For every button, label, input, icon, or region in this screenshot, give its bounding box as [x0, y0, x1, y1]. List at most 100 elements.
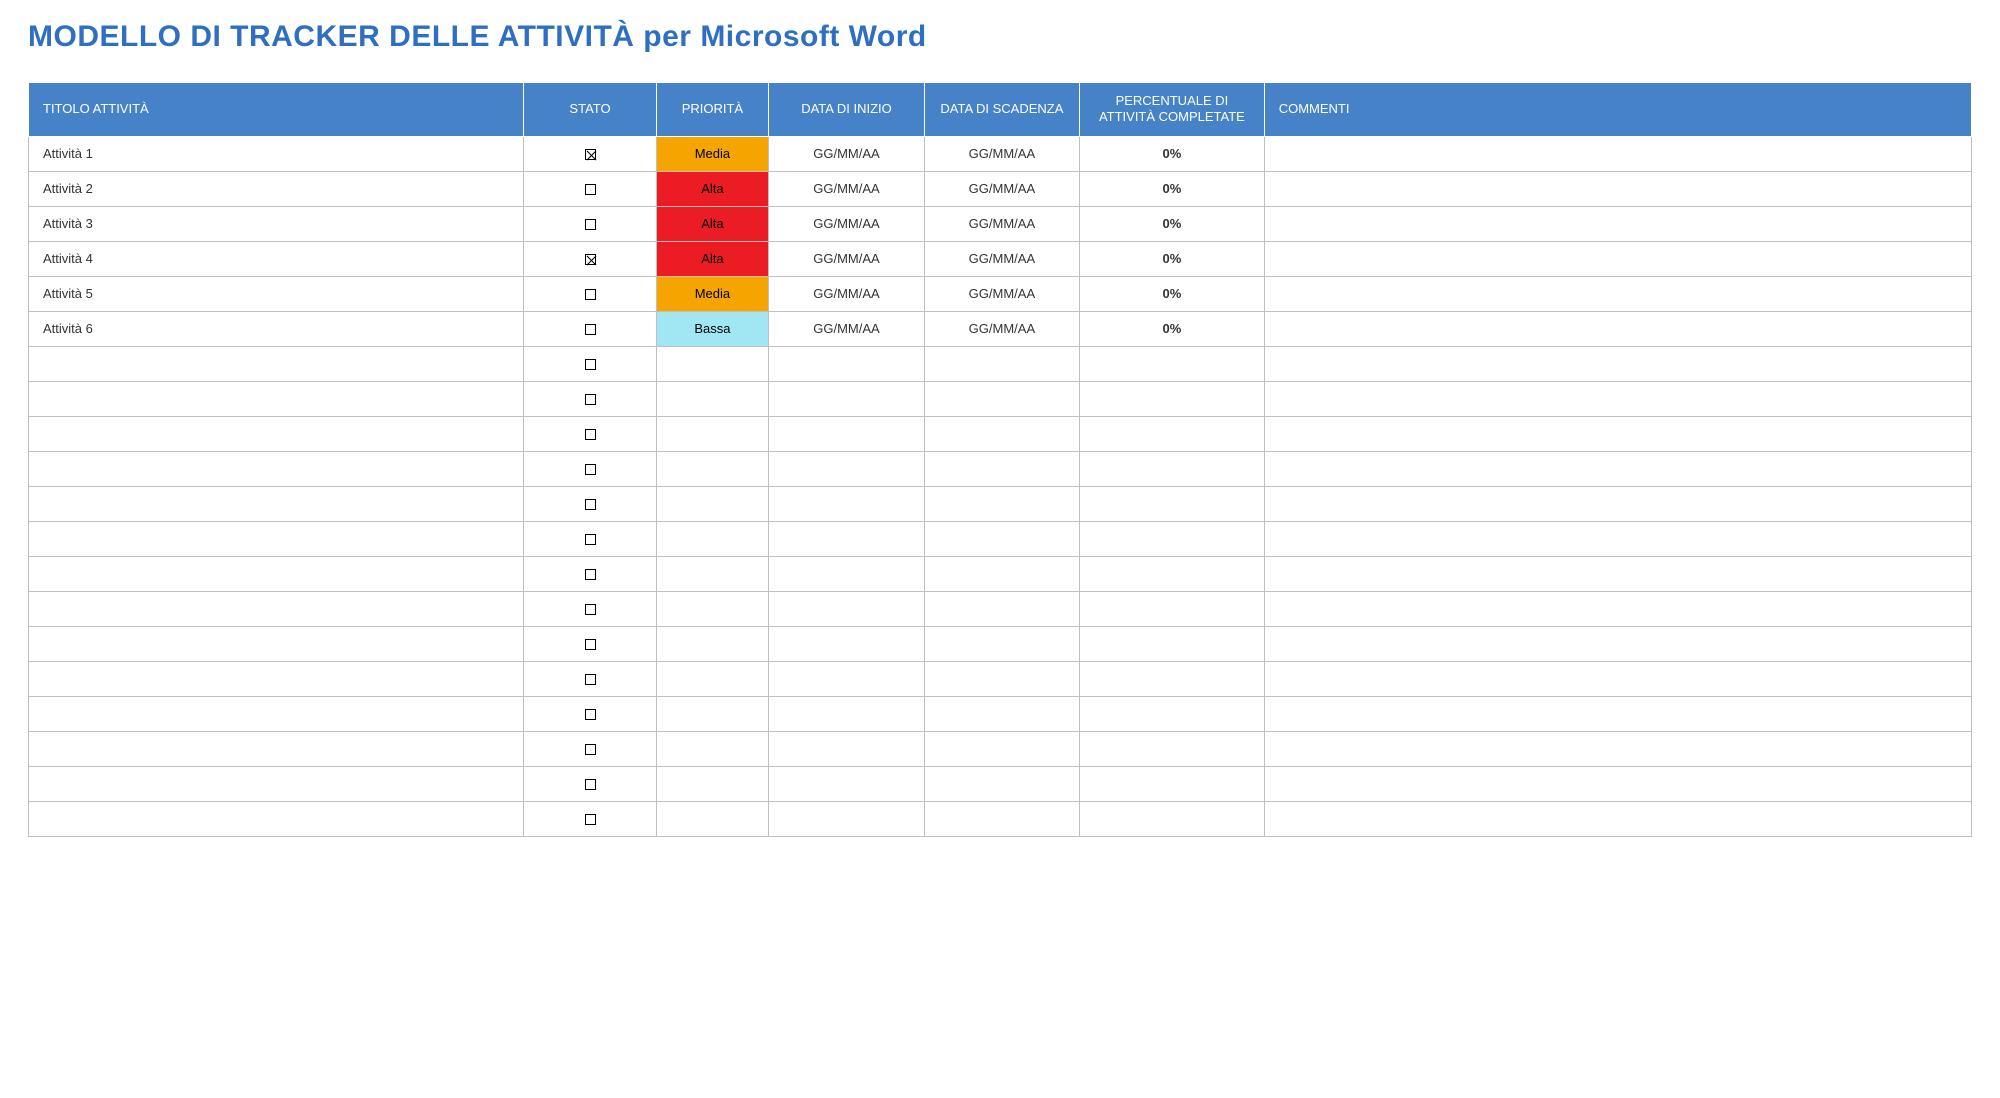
task-comment-cell[interactable]	[1264, 206, 1971, 241]
task-percent-cell[interactable]	[1080, 486, 1265, 521]
task-due-date-cell[interactable]: GG/MM/AA	[924, 171, 1079, 206]
task-comment-cell[interactable]	[1264, 276, 1971, 311]
task-due-date-cell[interactable]	[924, 486, 1079, 521]
task-priority-cell[interactable]	[656, 451, 769, 486]
task-percent-cell[interactable]	[1080, 661, 1265, 696]
task-status-cell[interactable]	[524, 521, 656, 556]
task-priority-cell[interactable]	[656, 346, 769, 381]
task-title-cell[interactable]: Attività 1	[29, 136, 524, 171]
task-start-date-cell[interactable]	[769, 696, 924, 731]
task-due-date-cell[interactable]: GG/MM/AA	[924, 136, 1079, 171]
task-start-date-cell[interactable]	[769, 521, 924, 556]
task-title-cell[interactable]	[29, 766, 524, 801]
task-start-date-cell[interactable]	[769, 416, 924, 451]
task-title-cell[interactable]	[29, 416, 524, 451]
task-priority-cell[interactable]	[656, 521, 769, 556]
task-title-cell[interactable]: Attività 3	[29, 206, 524, 241]
task-priority-cell[interactable]	[656, 766, 769, 801]
task-comment-cell[interactable]	[1264, 766, 1971, 801]
task-priority-cell[interactable]	[656, 381, 769, 416]
checkbox-icon[interactable]	[585, 639, 596, 650]
task-due-date-cell[interactable]	[924, 801, 1079, 836]
task-status-cell[interactable]	[524, 136, 656, 171]
task-due-date-cell[interactable]	[924, 766, 1079, 801]
task-status-cell[interactable]	[524, 381, 656, 416]
task-comment-cell[interactable]	[1264, 626, 1971, 661]
task-status-cell[interactable]	[524, 556, 656, 591]
task-start-date-cell[interactable]	[769, 451, 924, 486]
task-due-date-cell[interactable]: GG/MM/AA	[924, 206, 1079, 241]
task-comment-cell[interactable]	[1264, 556, 1971, 591]
task-start-date-cell[interactable]	[769, 731, 924, 766]
task-due-date-cell[interactable]	[924, 556, 1079, 591]
checkbox-icon[interactable]	[585, 569, 596, 580]
task-start-date-cell[interactable]	[769, 626, 924, 661]
task-priority-cell[interactable]	[656, 486, 769, 521]
task-start-date-cell[interactable]	[769, 346, 924, 381]
task-comment-cell[interactable]	[1264, 311, 1971, 346]
task-priority-cell[interactable]	[656, 591, 769, 626]
task-title-cell[interactable]	[29, 801, 524, 836]
task-title-cell[interactable]	[29, 696, 524, 731]
task-due-date-cell[interactable]: GG/MM/AA	[924, 311, 1079, 346]
checkbox-icon[interactable]	[585, 184, 596, 195]
checkbox-icon[interactable]	[585, 149, 596, 160]
task-comment-cell[interactable]	[1264, 731, 1971, 766]
task-percent-cell[interactable]	[1080, 556, 1265, 591]
task-percent-cell[interactable]	[1080, 381, 1265, 416]
task-status-cell[interactable]	[524, 591, 656, 626]
task-due-date-cell[interactable]	[924, 451, 1079, 486]
task-priority-cell[interactable]: Alta	[656, 206, 769, 241]
task-percent-cell[interactable]: 0%	[1080, 136, 1265, 171]
checkbox-icon[interactable]	[585, 359, 596, 370]
task-due-date-cell[interactable]	[924, 696, 1079, 731]
task-priority-cell[interactable]: Alta	[656, 171, 769, 206]
task-due-date-cell[interactable]	[924, 381, 1079, 416]
task-comment-cell[interactable]	[1264, 416, 1971, 451]
checkbox-icon[interactable]	[585, 429, 596, 440]
task-title-cell[interactable]: Attività 2	[29, 171, 524, 206]
task-percent-cell[interactable]: 0%	[1080, 241, 1265, 276]
task-title-cell[interactable]: Attività 4	[29, 241, 524, 276]
task-percent-cell[interactable]	[1080, 451, 1265, 486]
task-status-cell[interactable]	[524, 241, 656, 276]
task-comment-cell[interactable]	[1264, 661, 1971, 696]
checkbox-icon[interactable]	[585, 464, 596, 475]
task-status-cell[interactable]	[524, 486, 656, 521]
task-title-cell[interactable]	[29, 451, 524, 486]
task-comment-cell[interactable]	[1264, 451, 1971, 486]
checkbox-icon[interactable]	[585, 814, 596, 825]
task-comment-cell[interactable]	[1264, 346, 1971, 381]
task-title-cell[interactable]	[29, 626, 524, 661]
task-start-date-cell[interactable]: GG/MM/AA	[769, 136, 924, 171]
task-priority-cell[interactable]: Alta	[656, 241, 769, 276]
task-comment-cell[interactable]	[1264, 171, 1971, 206]
task-percent-cell[interactable]	[1080, 521, 1265, 556]
task-start-date-cell[interactable]: GG/MM/AA	[769, 311, 924, 346]
task-status-cell[interactable]	[524, 276, 656, 311]
task-due-date-cell[interactable]	[924, 661, 1079, 696]
task-due-date-cell[interactable]	[924, 346, 1079, 381]
task-percent-cell[interactable]: 0%	[1080, 276, 1265, 311]
task-status-cell[interactable]	[524, 346, 656, 381]
task-title-cell[interactable]	[29, 556, 524, 591]
task-due-date-cell[interactable]	[924, 416, 1079, 451]
checkbox-icon[interactable]	[585, 674, 596, 685]
task-status-cell[interactable]	[524, 696, 656, 731]
task-comment-cell[interactable]	[1264, 521, 1971, 556]
task-start-date-cell[interactable]: GG/MM/AA	[769, 171, 924, 206]
task-start-date-cell[interactable]	[769, 801, 924, 836]
task-priority-cell[interactable]: Media	[656, 276, 769, 311]
checkbox-icon[interactable]	[585, 534, 596, 545]
task-comment-cell[interactable]	[1264, 241, 1971, 276]
checkbox-icon[interactable]	[585, 779, 596, 790]
task-percent-cell[interactable]	[1080, 731, 1265, 766]
checkbox-icon[interactable]	[585, 744, 596, 755]
task-status-cell[interactable]	[524, 416, 656, 451]
task-percent-cell[interactable]: 0%	[1080, 171, 1265, 206]
task-priority-cell[interactable]: Bassa	[656, 311, 769, 346]
checkbox-icon[interactable]	[585, 324, 596, 335]
task-status-cell[interactable]	[524, 311, 656, 346]
task-status-cell[interactable]	[524, 766, 656, 801]
task-percent-cell[interactable]	[1080, 346, 1265, 381]
